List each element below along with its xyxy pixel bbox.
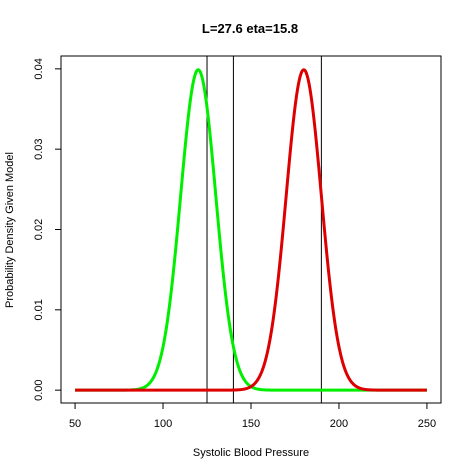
y-axis: 0.00 0.01 0.02 0.03 0.04 <box>33 58 62 401</box>
x-tick-label: 250 <box>418 418 436 430</box>
y-tick-label: 0.00 <box>33 379 45 400</box>
y-tick-label: 0.03 <box>33 138 45 159</box>
y-axis-label: Probability Density Given Model <box>4 152 16 308</box>
x-tick-label: 100 <box>154 418 172 430</box>
reference-lines <box>206 56 322 403</box>
series-group <box>74 68 428 392</box>
x-tick-label: 200 <box>330 418 348 430</box>
plot-frame <box>60 55 442 404</box>
y-tick-label: 0.04 <box>33 58 45 79</box>
x-tick-label: 50 <box>69 418 81 430</box>
x-axis-label: Systolic Blood Pressure <box>193 447 309 459</box>
series-line <box>74 68 428 392</box>
x-axis: 50 100 150 200 250 <box>69 402 436 430</box>
x-tick-label: 150 <box>242 418 260 430</box>
series-line <box>74 68 428 392</box>
y-tick-label: 0.02 <box>33 219 45 240</box>
y-tick-label: 0.01 <box>33 299 45 320</box>
chart-title: L=27.6 eta=15.8 <box>202 21 298 36</box>
